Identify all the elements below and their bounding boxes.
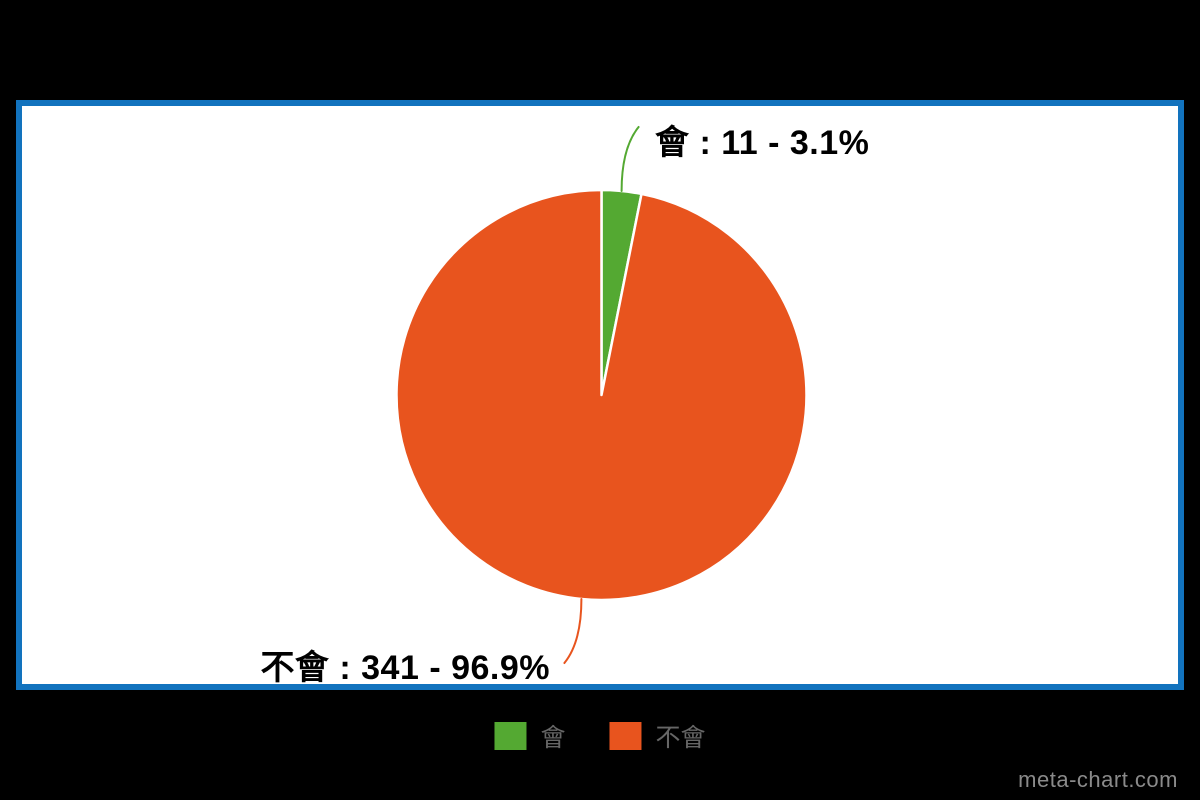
legend-label-hui: 會 xyxy=(540,724,566,752)
legend-label-buhui: 不會 xyxy=(655,724,706,752)
leader-line-1 xyxy=(620,125,640,192)
legend-item-hui[interactable]: 會 xyxy=(494,718,566,754)
pie-slice-2[interactable] xyxy=(395,188,808,602)
watermark: meta-chart.com xyxy=(1018,767,1178,792)
legend-swatch-hui xyxy=(494,722,527,750)
legend: 會 不會 xyxy=(494,718,706,754)
callout-label-hui: 會 : 11 - 3.1% xyxy=(655,124,870,162)
leader-line-2 xyxy=(563,598,583,665)
callout-label-buhui: 不會 : 341 - 96.9% xyxy=(260,649,550,687)
legend-swatch-buhui xyxy=(609,722,642,750)
legend-item-buhui[interactable]: 不會 xyxy=(609,718,706,754)
